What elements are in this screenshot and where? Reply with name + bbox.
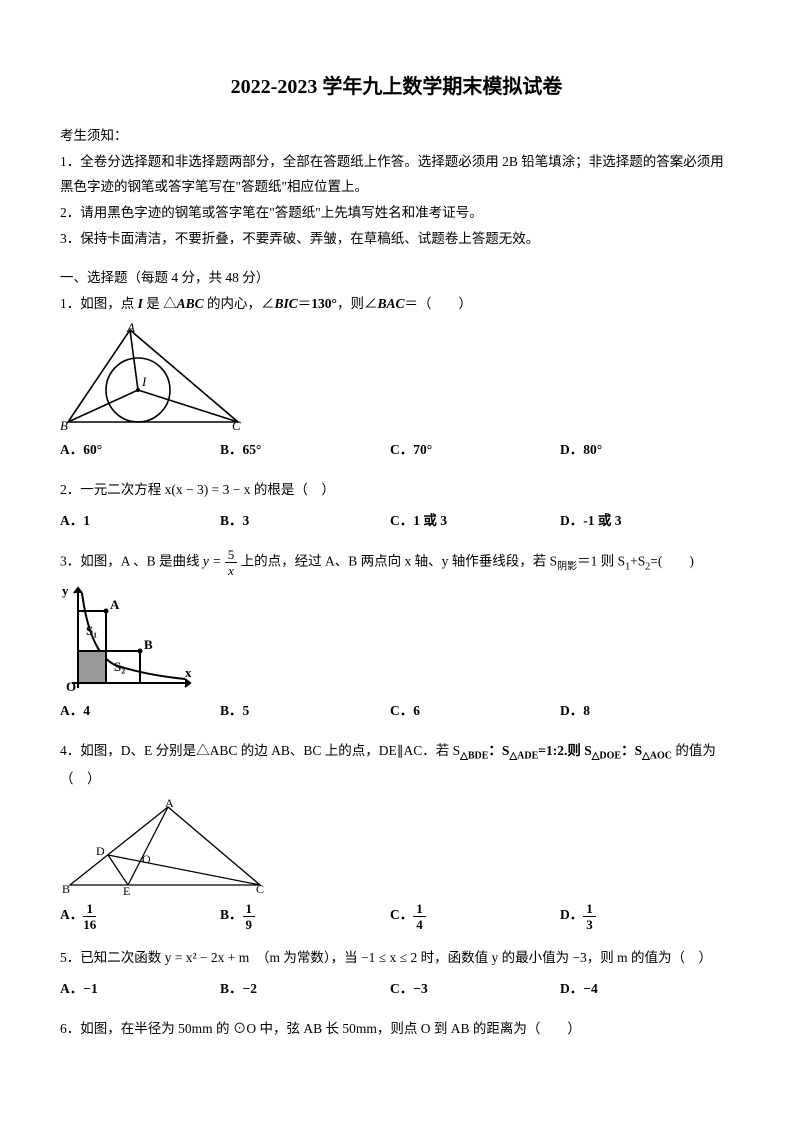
q4-s2: △ADE (509, 751, 538, 762)
svg-text:A: A (126, 322, 135, 335)
q5-opt-b: B．−2 (220, 975, 390, 1002)
q4-b-d: 9 (243, 917, 256, 931)
q4-c-d: 4 (413, 917, 426, 931)
q1-opt-b: B．65° (220, 436, 390, 463)
q3-subshade: 阴影 (557, 561, 577, 572)
q4-opt-b: B．19 (220, 901, 390, 930)
q3-num: 5 (225, 548, 238, 563)
q2-stem: 2．一元二次方程 x(x − 3) = 3 − x 的根是（ ） (60, 477, 733, 503)
svg-text:S₁: S₁ (86, 623, 97, 638)
q3-t1: 3．如图，A 、B 是曲线 (60, 554, 203, 569)
q3-opt-d: D．8 (560, 697, 720, 724)
q4-d-d: 3 (583, 917, 596, 931)
q2-opt-a: A．1 (60, 507, 220, 534)
q1-opt-c: C．70° (390, 436, 560, 463)
q3-stem: 3．如图，A 、B 是曲线 y = 5x 上的点，经过 A、B 两点向 x 轴、… (60, 548, 733, 577)
q1-opt-d: D．80° (560, 436, 720, 463)
q1-BAC: BAC (377, 296, 404, 311)
q4-d-n: 1 (583, 902, 596, 917)
q1-ABC: ABC (177, 296, 204, 311)
q4-opt-a: A．116 (60, 901, 220, 930)
q4-c2: ：S (621, 743, 642, 758)
svg-text:I: I (141, 374, 147, 389)
svg-text:C: C (232, 418, 241, 432)
q4-a-n: 1 (83, 902, 96, 917)
q2-opt-c: C．1 或 3 (390, 507, 560, 534)
svg-text:O: O (142, 852, 151, 866)
q1-130: 130° (311, 296, 337, 311)
q4-b-n: 1 (243, 902, 256, 917)
svg-text:O: O (66, 679, 76, 693)
q2-options: A．1 B．3 C．1 或 3 D．-1 或 3 (60, 507, 733, 534)
q4-a-d: 16 (83, 917, 96, 931)
q2-opt-b: B．3 (220, 507, 390, 534)
q4-opt-d: D．13 (560, 901, 720, 930)
exam-page: 2022-2023 学年九上数学期末模拟试卷 考生须知： 1．全卷分选择题和非选… (0, 0, 793, 1122)
q5-options: A．−1 B．−2 C．−3 D．−4 (60, 975, 733, 1002)
instructions-header: 考生须知： (60, 123, 733, 149)
q1-t6: ＝（ ） (404, 296, 472, 311)
q3-y: y = (203, 554, 225, 569)
q1-options: A．60° B．65° C．70° D．80° (60, 436, 733, 463)
svg-text:B: B (60, 418, 68, 432)
q1-figure: A B C I (60, 322, 733, 432)
q4-s3: △DOE (592, 751, 621, 762)
q1-opt-a: A．60° (60, 436, 220, 463)
q1-t3: 的内心，∠ (204, 296, 275, 311)
q4-opt-c: C．14 (390, 901, 560, 930)
svg-text:B: B (62, 882, 70, 896)
svg-text:x: x (185, 665, 192, 680)
q4-c-l: C． (390, 907, 413, 922)
q6-stem: 6．如图，在半径为 50mm 的 ⊙O 中，弦 AB 长 50mm，则点 O 到… (60, 1016, 733, 1042)
svg-text:C: C (256, 882, 264, 896)
svg-text:D: D (96, 844, 105, 858)
instruction-1: 1．全卷分选择题和非选择题两部分，全部在答题纸上作答。选择题必须用 2B 铅笔填… (60, 149, 733, 200)
q1-BIC: BIC (275, 296, 298, 311)
q3-t3: ＝1 则 S (577, 554, 625, 569)
q1-t2: 是 △ (143, 296, 177, 311)
instruction-3: 3．保持卡面清洁，不要折叠，不要弄破、弄皱，在草稿纸、试题卷上答题无效。 (60, 226, 733, 252)
page-title: 2022-2023 学年九上数学期末模拟试卷 (60, 70, 733, 99)
q4-d-l: D． (560, 907, 583, 922)
q4-c-n: 1 (413, 902, 426, 917)
q4-stem: 4．如图，D、E 分别是△ABC 的边 AB、BC 上的点，DE∥AC．若 S△… (60, 738, 733, 791)
q3-t4: =( ) (650, 554, 694, 569)
svg-text:A: A (165, 797, 174, 810)
q4-t1: 4．如图，D、E 分别是△ABC 的边 AB、BC 上的点，DE∥AC．若 S (60, 743, 460, 758)
svg-text:E: E (123, 884, 130, 897)
q4-b-l: B． (220, 907, 243, 922)
q3-t2: 上的点，经过 A、B 两点向 x 轴、y 轴作垂线段，若 S (237, 554, 557, 569)
q1-t4: ＝ (298, 296, 312, 311)
q1-t1: 1．如图，点 (60, 296, 138, 311)
q5-opt-a: A．−1 (60, 975, 220, 1002)
svg-text:B: B (144, 637, 153, 652)
q4-c1: ：S (488, 743, 509, 758)
q3-opt-c: C．6 (390, 697, 560, 724)
q3-figure: y x O A B S₁ S₂ (60, 583, 733, 693)
section1-header: 一、选择题（每题 4 分，共 48 分） (60, 265, 733, 291)
q4-options: A．116 B．19 C．14 D．13 (60, 901, 733, 930)
instruction-2: 2．请用黑色字迹的钢笔或答字笔在"答题纸"上先填写姓名和准考证号。 (60, 200, 733, 226)
q4-figure: A B C D E O (60, 797, 733, 897)
q3-opt-b: B．5 (220, 697, 390, 724)
q4-a-l: A． (60, 907, 83, 922)
q3-plus: +S (630, 554, 645, 569)
q3-options: A．4 B．5 C．6 D．8 (60, 697, 733, 724)
svg-text:y: y (62, 583, 69, 598)
svg-text:A: A (110, 597, 120, 612)
q4-s1: △BDE (460, 751, 488, 762)
q5-stem: 5．已知二次函数 y = x² − 2x + m （m 为常数），当 −1 ≤ … (60, 945, 733, 971)
q3-opt-a: A．4 (60, 697, 220, 724)
q1-stem: 1．如图，点 I 是 △ABC 的内心，∠BIC＝130°，则∠BAC＝（ ） (60, 291, 733, 317)
q5-opt-c: C．−3 (390, 975, 560, 1002)
q3-den: x (225, 563, 238, 577)
q5-opt-d: D．−4 (560, 975, 720, 1002)
q4-s4: △AOC (642, 751, 672, 762)
q4-r: =1:2.则 S (538, 743, 591, 758)
q2-opt-d: D．-1 或 3 (560, 507, 720, 534)
svg-text:S₂: S₂ (114, 659, 125, 674)
q1-t5: ，则∠ (337, 296, 378, 311)
